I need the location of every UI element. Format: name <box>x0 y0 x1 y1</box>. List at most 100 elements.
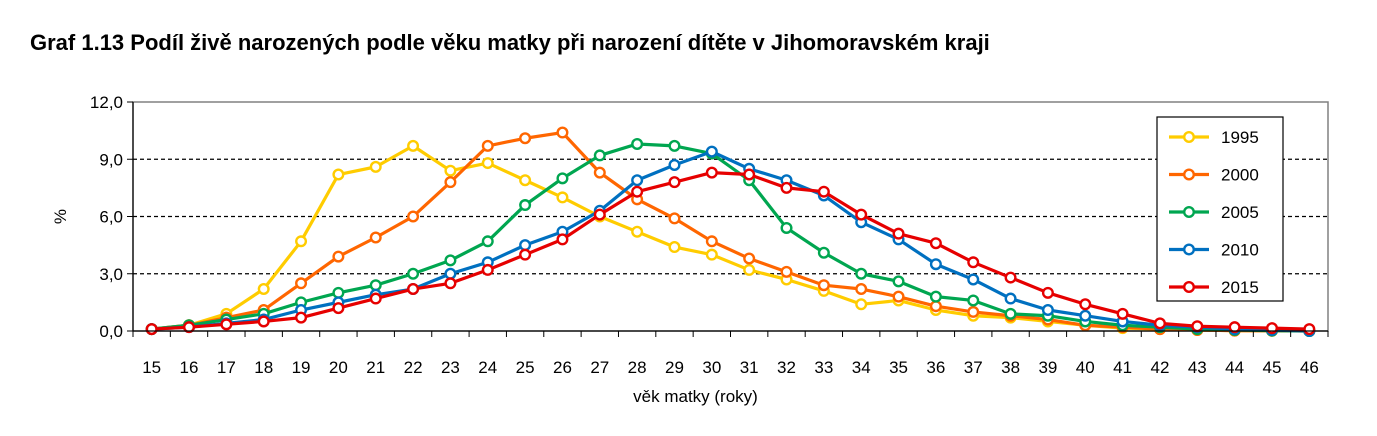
data-point-2015-46 <box>1303 323 1316 336</box>
x-tick-label: 33 <box>814 358 833 377</box>
x-tick-label: 35 <box>889 358 908 377</box>
x-tick-label: 19 <box>292 358 311 377</box>
data-point-1995-30 <box>705 248 718 261</box>
data-point-2000-26 <box>556 126 569 139</box>
x-tick-label: 40 <box>1076 358 1095 377</box>
x-tick-label: 22 <box>404 358 423 377</box>
legend-label: 2000 <box>1221 166 1259 185</box>
data-point-2005-24 <box>481 235 494 248</box>
data-point-2015-35 <box>892 227 905 240</box>
data-point-2015-29 <box>668 176 681 189</box>
data-point-2000-30 <box>705 235 718 248</box>
legend-item-2010: 2010 <box>1169 241 1259 260</box>
data-point-1995-34 <box>855 298 868 311</box>
x-tick-label: 32 <box>777 358 796 377</box>
y-axis-title: % <box>51 209 70 224</box>
x-tick-label: 38 <box>1001 358 1020 377</box>
data-point-2005-27 <box>593 149 606 162</box>
data-point-1995-22 <box>407 139 420 152</box>
data-point-2005-23 <box>444 254 457 267</box>
data-point-2015-27 <box>593 208 606 221</box>
y-tick-label: 3,0 <box>99 265 123 284</box>
series-line-2010 <box>151 150 1310 333</box>
y-tick-label: 0,0 <box>99 322 123 341</box>
x-tick-label: 24 <box>478 358 497 377</box>
legend-item-2015: 2015 <box>1169 278 1259 297</box>
data-point-2015-40 <box>1079 298 1092 311</box>
x-tick-label: 29 <box>665 358 684 377</box>
x-tick-label: 25 <box>516 358 535 377</box>
y-tick-label: 9,0 <box>99 150 123 169</box>
data-point-2010-36 <box>929 258 942 271</box>
data-point-2005-37 <box>967 294 980 307</box>
data-point-2000-35 <box>892 290 905 303</box>
data-point-2010-39 <box>1041 304 1054 317</box>
x-tick-label: 46 <box>1300 358 1319 377</box>
legend-swatch-marker <box>1182 243 1195 256</box>
data-point-2000-20 <box>332 250 345 263</box>
x-tick-label: 16 <box>180 358 199 377</box>
series-line-2000 <box>151 130 1310 333</box>
data-point-2015-24 <box>481 263 494 276</box>
legend-swatch-marker <box>1182 130 1195 143</box>
data-point-2010-30 <box>705 145 718 158</box>
data-point-2010-23 <box>444 267 457 280</box>
legend-item-2000: 2000 <box>1169 166 1259 185</box>
data-point-2015-22 <box>407 283 420 296</box>
x-axis-title: věk matky (roky) <box>633 387 758 406</box>
x-tick-label: 15 <box>142 358 161 377</box>
data-point-2015-31 <box>743 168 756 181</box>
data-point-2000-32 <box>780 265 793 278</box>
legend-swatch-marker <box>1182 205 1195 218</box>
legend-item-1995: 1995 <box>1169 128 1259 147</box>
x-tick-label: 31 <box>740 358 759 377</box>
data-point-2000-36 <box>929 300 942 313</box>
x-tick-label: 39 <box>1038 358 1057 377</box>
data-point-2005-29 <box>668 139 681 152</box>
data-point-2015-30 <box>705 166 718 179</box>
x-tick-label: 26 <box>553 358 572 377</box>
data-point-1995-31 <box>743 263 756 276</box>
data-point-2005-20 <box>332 286 345 299</box>
data-point-2005-21 <box>369 279 382 292</box>
data-point-2015-37 <box>967 256 980 269</box>
series-2015 <box>145 166 1316 336</box>
x-tick-label: 23 <box>441 358 460 377</box>
x-tick-label: 34 <box>852 358 871 377</box>
data-point-2005-33 <box>817 246 830 259</box>
legend-label: 2005 <box>1221 203 1259 222</box>
data-point-2005-28 <box>631 137 644 150</box>
data-point-2000-22 <box>407 210 420 223</box>
data-point-2000-23 <box>444 176 457 189</box>
x-tick-label: 37 <box>964 358 983 377</box>
x-tick-label: 27 <box>590 358 609 377</box>
data-point-2015-33 <box>817 185 830 198</box>
data-point-2000-24 <box>481 139 494 152</box>
data-point-2000-19 <box>295 277 308 290</box>
data-point-2005-36 <box>929 290 942 303</box>
data-point-2015-25 <box>519 248 532 261</box>
data-point-2010-25 <box>519 239 532 252</box>
data-point-2010-28 <box>631 174 644 187</box>
legend-label: 2010 <box>1221 241 1259 260</box>
data-point-2010-37 <box>967 273 980 286</box>
data-point-2015-18 <box>257 315 270 328</box>
data-point-2000-29 <box>668 212 681 225</box>
x-tick-label: 30 <box>702 358 721 377</box>
data-point-2000-33 <box>817 279 830 292</box>
legend: 1995 2000 2005 2010 2015 <box>1156 116 1284 302</box>
data-point-2015-38 <box>1004 271 1017 284</box>
legend-item-2005: 2005 <box>1169 203 1259 222</box>
data-point-2015-28 <box>631 185 644 198</box>
data-point-1995-21 <box>369 160 382 173</box>
x-tick-label: 20 <box>329 358 348 377</box>
legend-label: 2015 <box>1221 278 1259 297</box>
data-point-1995-23 <box>444 164 457 177</box>
data-point-2015-26 <box>556 233 569 246</box>
data-point-2000-27 <box>593 166 606 179</box>
data-point-2010-29 <box>668 158 681 171</box>
series-line-2015 <box>151 171 1310 331</box>
data-point-2015-41 <box>1116 307 1129 320</box>
legend-swatch-marker <box>1182 168 1195 181</box>
y-tick-label: 6,0 <box>99 208 123 227</box>
